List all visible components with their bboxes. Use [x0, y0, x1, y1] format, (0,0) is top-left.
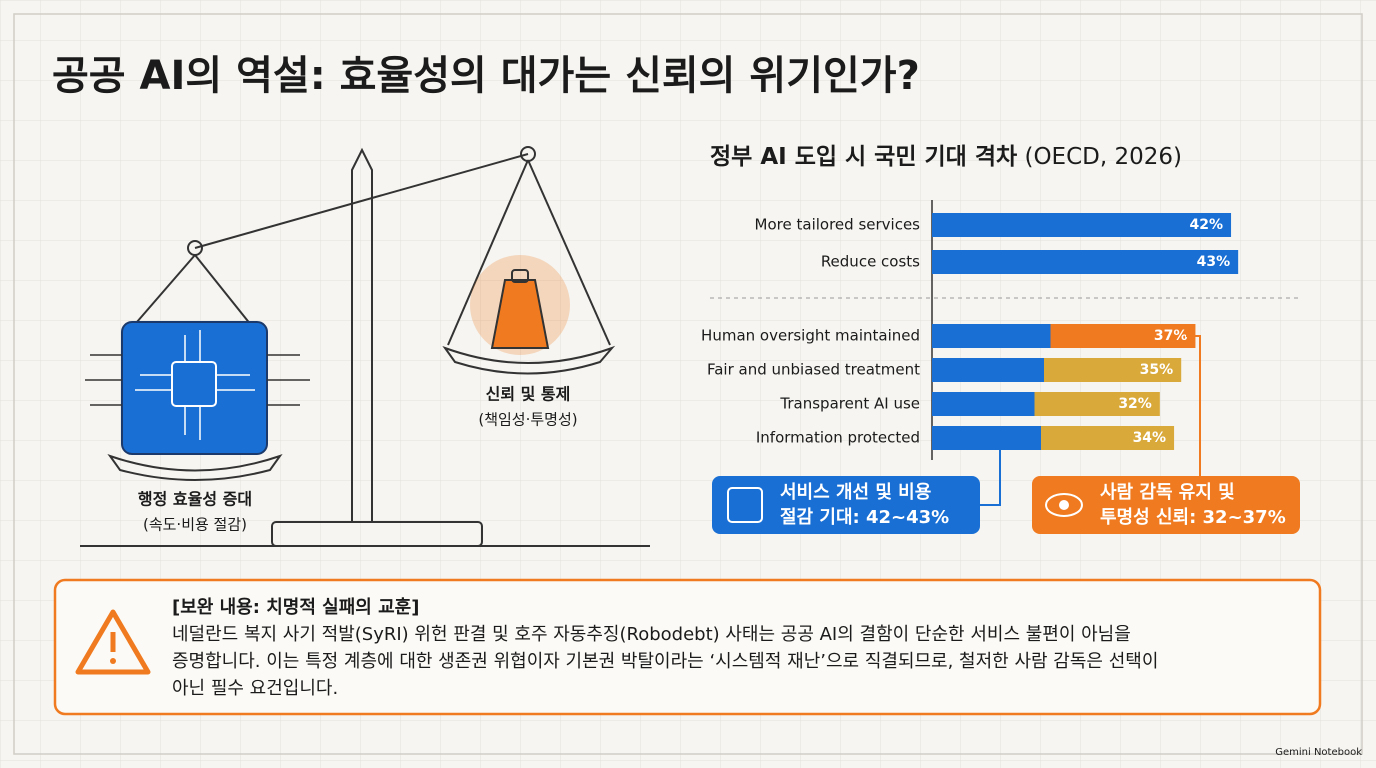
- value-label: 35%: [1140, 362, 1174, 378]
- callout-text: 사람 감독 유지 및: [1100, 482, 1235, 503]
- note-box: [53, 578, 1322, 716]
- left-label: 행정 효율성 증대: [138, 490, 252, 509]
- value-label: 32%: [1118, 396, 1152, 412]
- value-label: 43%: [1197, 254, 1231, 270]
- frame: [13, 13, 1363, 755]
- bar: [932, 250, 1239, 274]
- right-label: 신뢰 및 통제: [486, 385, 571, 404]
- warning-icon: [110, 658, 116, 664]
- note-line: 증명합니다. 이는 특정 계층에 대한 생존권 위협이자 기본권 박탈이라는 ‘…: [172, 651, 1158, 672]
- connector: [1186, 335, 1201, 476]
- category-label: Fair and unbiased treatment: [707, 361, 920, 379]
- callout-icon: [1045, 493, 1083, 517]
- category-label: More tailored services: [755, 216, 921, 234]
- left-sub: (속도·비용 절감): [143, 516, 247, 534]
- chart-title-note: (OECD, 2026): [1024, 144, 1182, 170]
- note-line: 네덜란드 복지 사기 적발(SyRI) 위헌 판결 및 호주 자동추징(Robo…: [172, 624, 1131, 645]
- bar: [932, 358, 1182, 382]
- callout-icon: [1059, 500, 1069, 510]
- chart-title: 정부 AI 도입 시 국민 기대 격차 (OECD, 2026): [710, 144, 1182, 170]
- bar: [932, 392, 1160, 416]
- bar: [932, 324, 1196, 348]
- value-label: 34%: [1133, 430, 1167, 446]
- category-label: Reduce costs: [821, 253, 920, 271]
- right-sub: (책임성·투명성): [478, 411, 577, 429]
- callout-icon: [727, 487, 763, 523]
- connector: [980, 440, 1001, 506]
- note-line: 아닌 필수 요건입니다.: [172, 678, 338, 699]
- bar: [932, 213, 1232, 237]
- bar: [932, 426, 1175, 450]
- category-label: Human oversight maintained: [701, 327, 920, 345]
- value-label: 42%: [1190, 217, 1224, 233]
- callout-text: 투명성 신뢰: 32~37%: [1100, 507, 1286, 528]
- note-heading: [보완 내용: 치명적 실패의 교훈]: [172, 596, 419, 618]
- chart-title-main: 정부 AI 도입 시 국민 기대 격차: [710, 144, 1017, 170]
- category-label: Information protected: [756, 429, 920, 447]
- callout-text: 절감 기대: 42~43%: [780, 507, 949, 528]
- page-title: 공공 AI의 역설: 효율성의 대가는 신뢰의 위기인가?: [52, 53, 920, 99]
- watermark: Gemini Notebook: [1275, 747, 1362, 758]
- category-label: Transparent AI use: [779, 395, 920, 413]
- callout-text: 서비스 개선 및 비용: [780, 482, 931, 503]
- value-label: 37%: [1154, 328, 1188, 344]
- balance-illustration: [80, 146, 650, 547]
- callout-box: [712, 476, 980, 534]
- warning-icon: [75, 609, 151, 675]
- callout-box: [1032, 476, 1300, 534]
